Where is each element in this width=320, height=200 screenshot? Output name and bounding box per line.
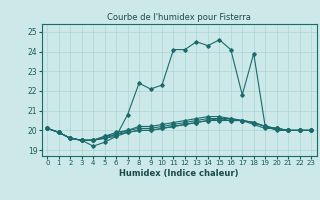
Title: Courbe de l'humidex pour Fisterra: Courbe de l'humidex pour Fisterra: [107, 13, 251, 22]
X-axis label: Humidex (Indice chaleur): Humidex (Indice chaleur): [119, 169, 239, 178]
